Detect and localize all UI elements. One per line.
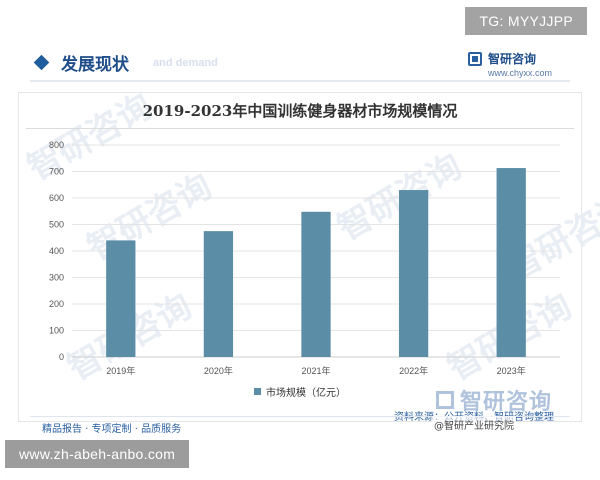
section-header: 发展现状 and demand <box>33 50 218 75</box>
tg-overlay-badge: TG: MYYJJPP <box>465 7 587 35</box>
url-overlay-badge: www.zh-abeh-anbo.com <box>5 440 190 468</box>
header-divider <box>30 80 570 82</box>
section-title: 发展现状 <box>61 55 129 75</box>
footer-divider <box>30 416 570 417</box>
y-tick-label: 600 <box>49 193 64 203</box>
y-tick-label: 100 <box>49 326 64 336</box>
y-tick-label: 0 <box>59 352 64 362</box>
chart-title: 2019-2023年中国训练健身器材市场规模情况 <box>142 102 458 120</box>
logo-mark-icon <box>435 391 454 409</box>
legend-label: 市场规模（亿元） <box>266 388 346 399</box>
social-tag: @智研产业研究院 <box>432 416 516 433</box>
brand-url: www.chyxx.com <box>487 68 552 78</box>
chart-frame <box>18 92 582 422</box>
bottom-logo-text: 智研咨询 <box>459 390 552 415</box>
bar <box>496 168 526 357</box>
y-tick-label: 700 <box>49 167 64 177</box>
bar <box>106 240 136 357</box>
y-tick-label: 200 <box>49 299 64 309</box>
x-tick-label: 2023年 <box>497 365 526 376</box>
brand-logo-icon <box>467 51 482 66</box>
y-tick-label: 300 <box>49 273 64 283</box>
y-tick-label: 800 <box>49 140 64 150</box>
x-tick-label: 2019年 <box>106 365 135 376</box>
y-tick-label: 500 <box>49 220 64 230</box>
brand-name: 智研咨询 <box>487 52 536 66</box>
bar <box>203 231 234 357</box>
brand-block: 智研咨询 www.chyxx.com <box>467 50 552 78</box>
title-divider <box>26 128 574 129</box>
chart-legend: 市场规模（亿元） <box>0 384 600 399</box>
legend-swatch <box>254 388 261 395</box>
bar <box>398 190 429 357</box>
x-tick-label: 2021年 <box>301 365 330 376</box>
ghost-subtitle: and demand <box>153 56 218 69</box>
x-tick-label: 2022年 <box>399 365 428 376</box>
bottom-logo: 智研咨询 <box>435 384 552 416</box>
bar <box>301 211 331 357</box>
footer-services: 精品报告 · 专项定制 · 品质服务 <box>42 424 182 435</box>
x-tick-label: 2020年 <box>204 365 233 376</box>
y-tick-label: 400 <box>49 246 64 256</box>
